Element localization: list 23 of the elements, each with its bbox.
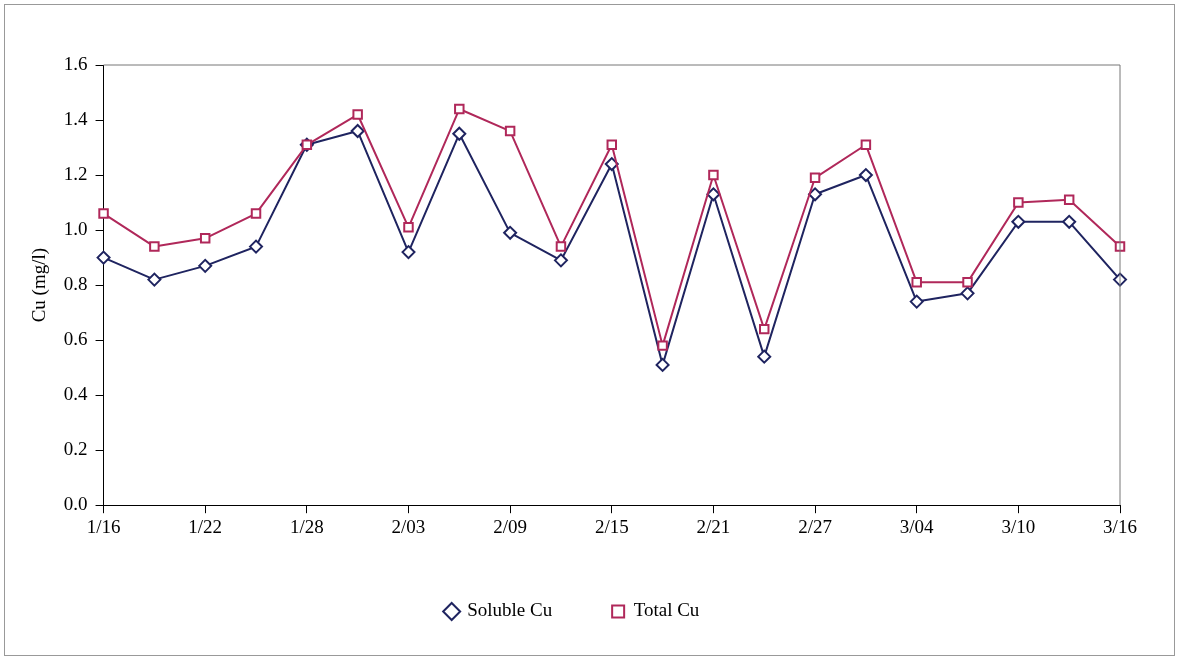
x-tick-label: 3/04 — [899, 515, 935, 537]
y-tick-label: 0.4 — [63, 383, 89, 405]
x-tick-label: 2/15 — [594, 515, 629, 537]
y-tick-label: 1.2 — [63, 163, 88, 185]
x-tick-label: 3/10 — [1001, 515, 1036, 537]
legend-label: Total Cu — [633, 599, 700, 621]
y-tick-label: 0.6 — [63, 328, 88, 350]
x-tick-label: 1/22 — [188, 515, 223, 537]
x-tick-label: 1/16 — [86, 515, 121, 537]
y-tick-label: 0.2 — [63, 438, 88, 460]
x-tick-label: 1/28 — [289, 515, 324, 537]
x-tick-label: 3/16 — [1103, 515, 1137, 537]
y-tick-label: 1.4 — [63, 108, 89, 130]
y-tick-label: 0.0 — [63, 493, 88, 515]
y-tick-label: 0.8 — [63, 273, 88, 295]
x-tick-label: 2/21 — [696, 515, 731, 537]
y-tick-label: 1.6 — [63, 52, 88, 74]
x-tick-label: 2/27 — [798, 515, 832, 537]
x-tick-label: 2/03 — [391, 515, 426, 537]
legend-label: Soluble Cu — [467, 599, 553, 621]
y-axis-title: Cu (mg/l) — [28, 247, 51, 323]
x-tick-label: 2/09 — [493, 515, 528, 537]
y-tick-label: 1.0 — [63, 218, 88, 240]
